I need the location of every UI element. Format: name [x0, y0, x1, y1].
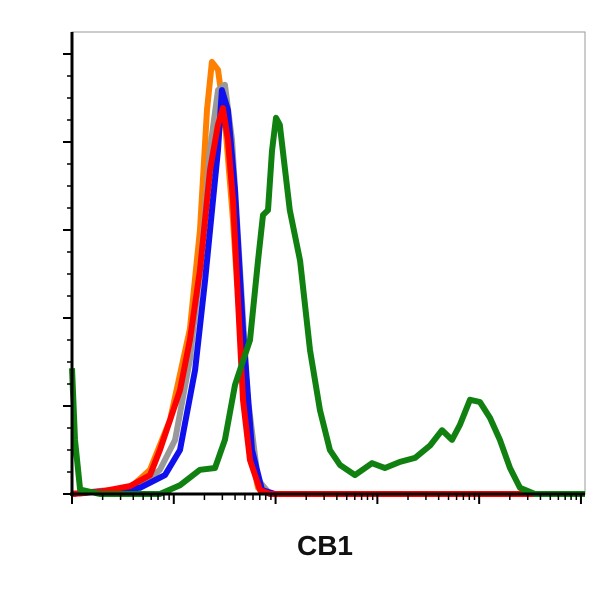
series-line [69, 114, 585, 497]
plot-frame [71, 31, 586, 495]
series-line [71, 105, 585, 497]
series-line [71, 58, 585, 497]
x-axis-label: CB1 [297, 530, 353, 561]
